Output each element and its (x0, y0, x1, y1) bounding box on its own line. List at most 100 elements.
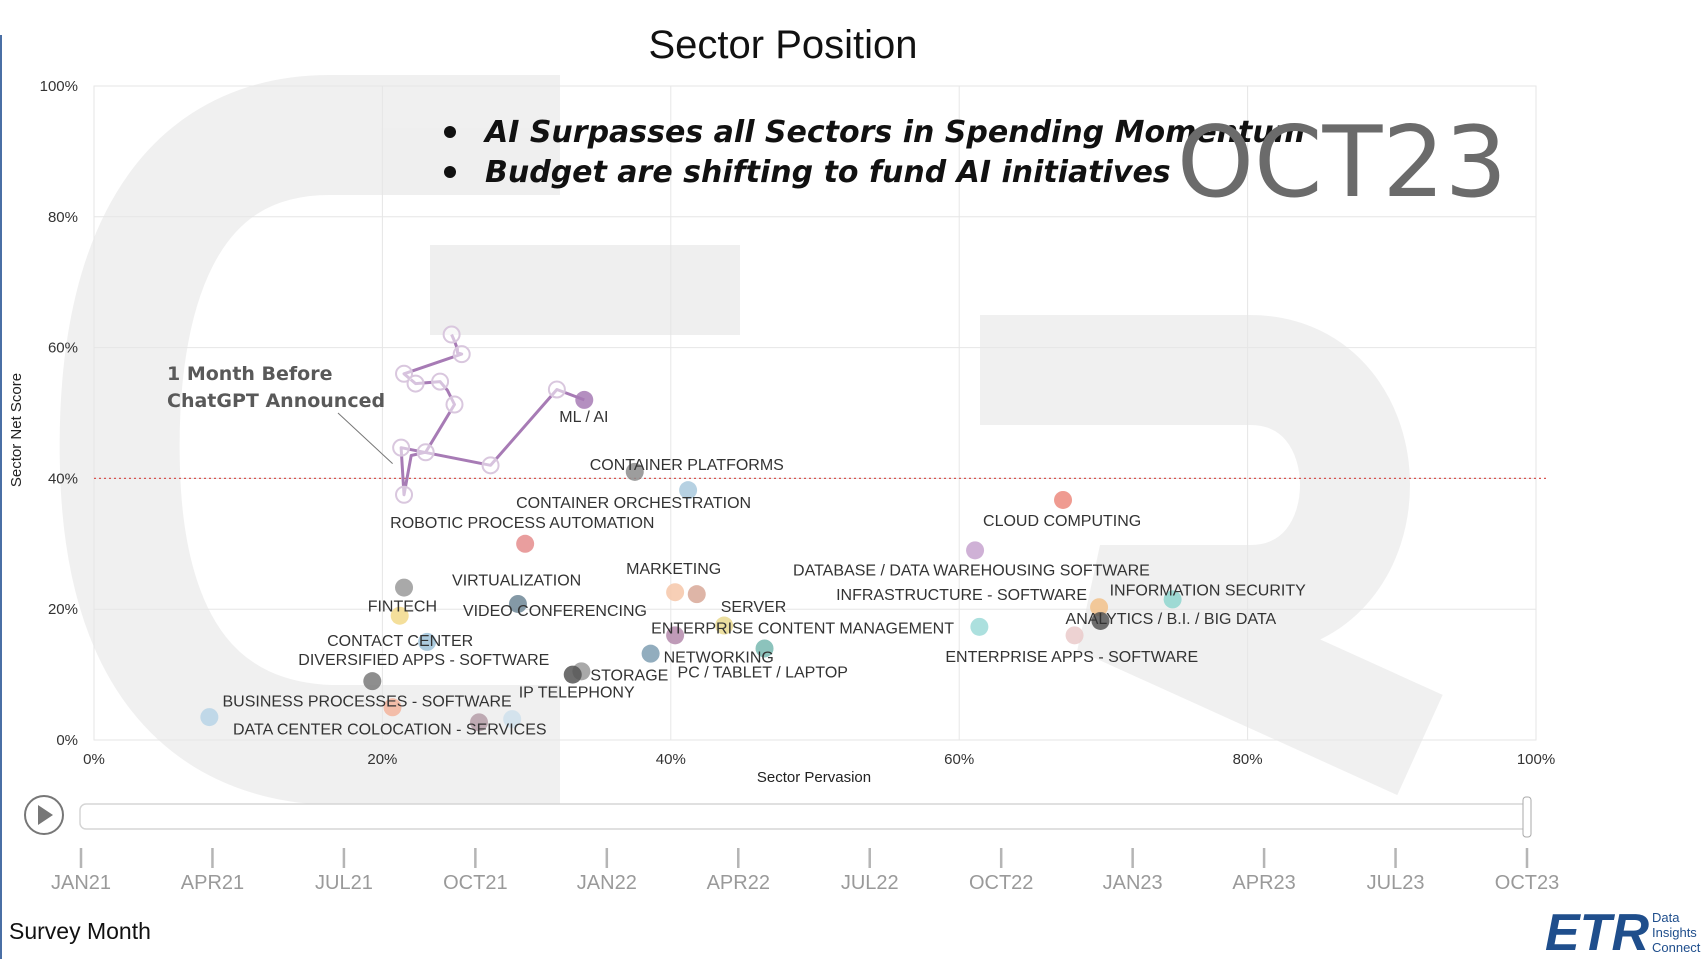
sector-point[interactable] (418, 632, 437, 651)
annotation-1: AI Surpasses all Sectors in Spending Mom… (483, 115, 1305, 150)
trail-marker (481, 456, 500, 475)
chart-title: Sector Position (648, 23, 917, 67)
sector-label: SERVER (721, 599, 787, 616)
play-icon (38, 805, 53, 825)
sector-point[interactable] (470, 713, 489, 732)
y-tick-label: 100% (40, 78, 78, 95)
x-tick-label: 60% (944, 751, 974, 768)
trail-marker (445, 395, 464, 414)
sector-label: ANALYTICS / B.I. / BIG DATA (1066, 611, 1277, 628)
play-button[interactable] (24, 795, 64, 835)
sector-point[interactable] (200, 708, 219, 727)
sector-point[interactable] (363, 672, 382, 691)
logo-tagline-2: Insights (1652, 925, 1697, 940)
sector-label: MARKETING (626, 561, 721, 578)
trail-marker (395, 364, 414, 383)
logo-tagline-3: Connect (1652, 940, 1701, 955)
sector-label: DATA CENTER COLOCATION - SERVICES (233, 721, 547, 738)
sector-label: PC / TABLET / LAPTOP (678, 664, 848, 681)
sector-label: DATABASE / DATA WAREHOUSING SOFTWARE (793, 562, 1150, 579)
sector-point[interactable] (1091, 611, 1110, 630)
sector-label: ROBOTIC PROCESS AUTOMATION (390, 515, 654, 532)
sector-label: INFRASTRUCTURE - SOFTWARE (836, 587, 1087, 604)
sector-point[interactable] (575, 390, 594, 409)
month-tick-label: JUL22 (841, 872, 899, 894)
sector-point[interactable] (687, 585, 706, 604)
sector-label: DIVERSIFIED APPS - SOFTWARE (298, 652, 549, 669)
trail-marker (452, 345, 471, 364)
x-tick-label: 100% (1517, 751, 1555, 768)
chatgpt-callout: 1 Month Before ChatGPT Announced (167, 363, 393, 465)
sector-point[interactable] (395, 578, 414, 597)
bullet (444, 166, 456, 178)
sector-point[interactable] (1065, 626, 1084, 645)
month-tick-label: OCT23 (1495, 872, 1559, 894)
month-tick-label: JAN21 (51, 872, 111, 894)
trail-marker (442, 325, 461, 344)
y-tick-labels: 0% 20% 40% 60% 80% 100% (40, 78, 78, 749)
sector-point[interactable] (503, 710, 522, 729)
sector-point[interactable] (966, 541, 985, 560)
sector-label: VIDEO CONFERENCING (463, 603, 647, 620)
x-axis-label: Sector Pervasion (757, 769, 871, 786)
month-tick-label: OCT22 (969, 872, 1033, 894)
sector-point[interactable] (666, 626, 685, 645)
sector-label: NETWORKING (664, 650, 774, 667)
sector-label: FINTECH (368, 599, 437, 616)
sector-labels: ML / AI CONTAINER PLATFORMS CONTAINER ORCH… (222, 409, 1306, 738)
sector-label: IP TELEPHONY (519, 685, 635, 702)
sector-point[interactable] (625, 462, 644, 481)
trail-marker (395, 485, 414, 504)
month-tick-label: JUL21 (315, 872, 373, 894)
sector-point[interactable] (563, 665, 582, 684)
month-tick-label: JUL23 (1367, 872, 1425, 894)
x-tick-label: 20% (367, 751, 397, 768)
timeline-track[interactable] (79, 803, 1531, 830)
sector-point[interactable] (970, 617, 989, 636)
logo-mark: ETR (1545, 904, 1649, 959)
y-tick-label: 80% (48, 209, 78, 226)
sector-point[interactable] (715, 616, 734, 635)
sector-point[interactable] (755, 639, 774, 658)
month-ticks: JAN21 APR21 JUL21 OCT21 JAN22 APR22 JUL22 OCT22… (51, 848, 1559, 894)
sector-points (200, 390, 1182, 732)
y-axis-label: Sector Net Score (8, 373, 25, 487)
timeline: JAN21 APR21 JUL21 OCT21 JAN22 APR22 JUL22 OCT22… (24, 795, 1559, 894)
annotation-2: Budget are shifting to fund AI initiativ… (485, 155, 1171, 190)
sector-label: ML / AI (559, 409, 608, 426)
month-tick-label: JAN22 (577, 872, 637, 894)
sector-point[interactable] (383, 698, 402, 717)
y-tick-label: 40% (48, 470, 78, 487)
left-border (0, 35, 2, 959)
month-tick-label: APR21 (181, 872, 244, 894)
sector-label: BUSINESS PROCESSES - SOFTWARE (222, 693, 511, 710)
trail-marker (431, 372, 450, 391)
sector-point[interactable] (641, 644, 660, 663)
current-month-display: OCT23 (1177, 106, 1507, 220)
callout-line-2: ChatGPT Announced (167, 390, 385, 412)
sector-point[interactable] (1054, 490, 1073, 509)
y-tick-label: 0% (56, 732, 78, 749)
month-tick-label: APR23 (1232, 872, 1295, 894)
sector-point[interactable] (508, 594, 527, 613)
etr-logo: ETR Data Insights Connect (1545, 904, 1701, 959)
sector-label: INFORMATION SECURITY (1110, 582, 1306, 599)
sector-point[interactable] (516, 534, 535, 553)
trail-marker (416, 443, 435, 462)
sector-point[interactable] (1163, 590, 1182, 609)
sector-label: CONTAINER ORCHESTRATION (516, 495, 751, 512)
x-tick-label: 80% (1233, 751, 1263, 768)
timeline-handle[interactable] (1522, 796, 1532, 838)
month-tick-label: APR22 (707, 872, 770, 894)
sector-label: CONTACT CENTER (327, 633, 473, 650)
logo-tagline-1: Data (1652, 910, 1680, 925)
callout-line-1: 1 Month Before (167, 363, 333, 385)
y-tick-label: 60% (48, 340, 78, 357)
bullet (444, 126, 456, 138)
trail-marker (406, 374, 425, 393)
sector-point[interactable] (390, 606, 409, 625)
sector-label: VIRTUALIZATION (452, 573, 581, 590)
sector-point[interactable] (679, 481, 698, 500)
sector-point[interactable] (666, 583, 685, 602)
sector-point[interactable] (1090, 598, 1109, 617)
